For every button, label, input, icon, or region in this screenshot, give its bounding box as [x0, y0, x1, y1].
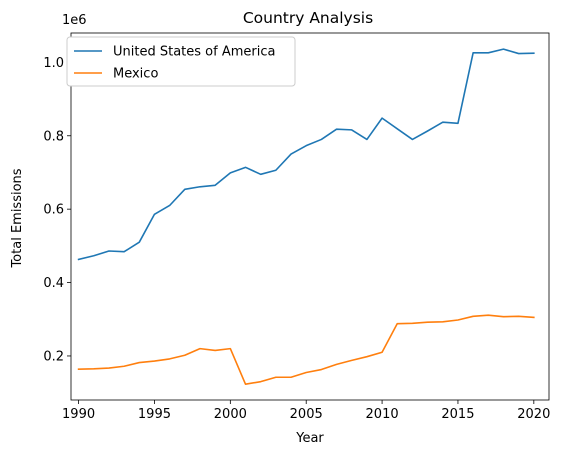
y-offset-label: 1e6: [62, 13, 87, 28]
series-lines: [77, 48, 535, 386]
plot-frame: [70, 32, 550, 401]
chart-title: Country Analysis: [243, 9, 373, 27]
x-tick-label: 2000: [214, 407, 247, 422]
x-axis-ticks: 1990 1995 2000 2005 2010 2015 2020: [62, 400, 550, 422]
x-tick-label: 2015: [441, 407, 474, 422]
x-tick-label: 2010: [366, 407, 399, 422]
series-line-mexico: [77, 314, 535, 386]
y-tick-label: 0.4: [43, 276, 64, 291]
x-tick-label: 1990: [62, 407, 95, 422]
legend-label: Mexico: [113, 67, 158, 82]
legend-label: United States of America: [113, 45, 275, 60]
x-tick-label: 2005: [290, 407, 323, 422]
series-line-usa: [77, 48, 535, 261]
y-tick-label: 0.2: [43, 349, 64, 364]
y-axis-title: Total Emissions: [10, 168, 25, 268]
x-axis-title: Year: [295, 431, 324, 446]
y-axis-ticks: 0.2 0.4 0.6 0.8 1.0: [43, 56, 71, 364]
x-tick-label: 1995: [138, 407, 171, 422]
x-tick-label: 2020: [517, 407, 550, 422]
y-tick-label: 1.0: [43, 56, 64, 71]
y-tick-label: 0.6: [43, 203, 64, 218]
legend-frame: [66, 36, 296, 87]
y-tick-label: 0.8: [43, 129, 64, 144]
legend: United States of America Mexico: [66, 36, 296, 87]
